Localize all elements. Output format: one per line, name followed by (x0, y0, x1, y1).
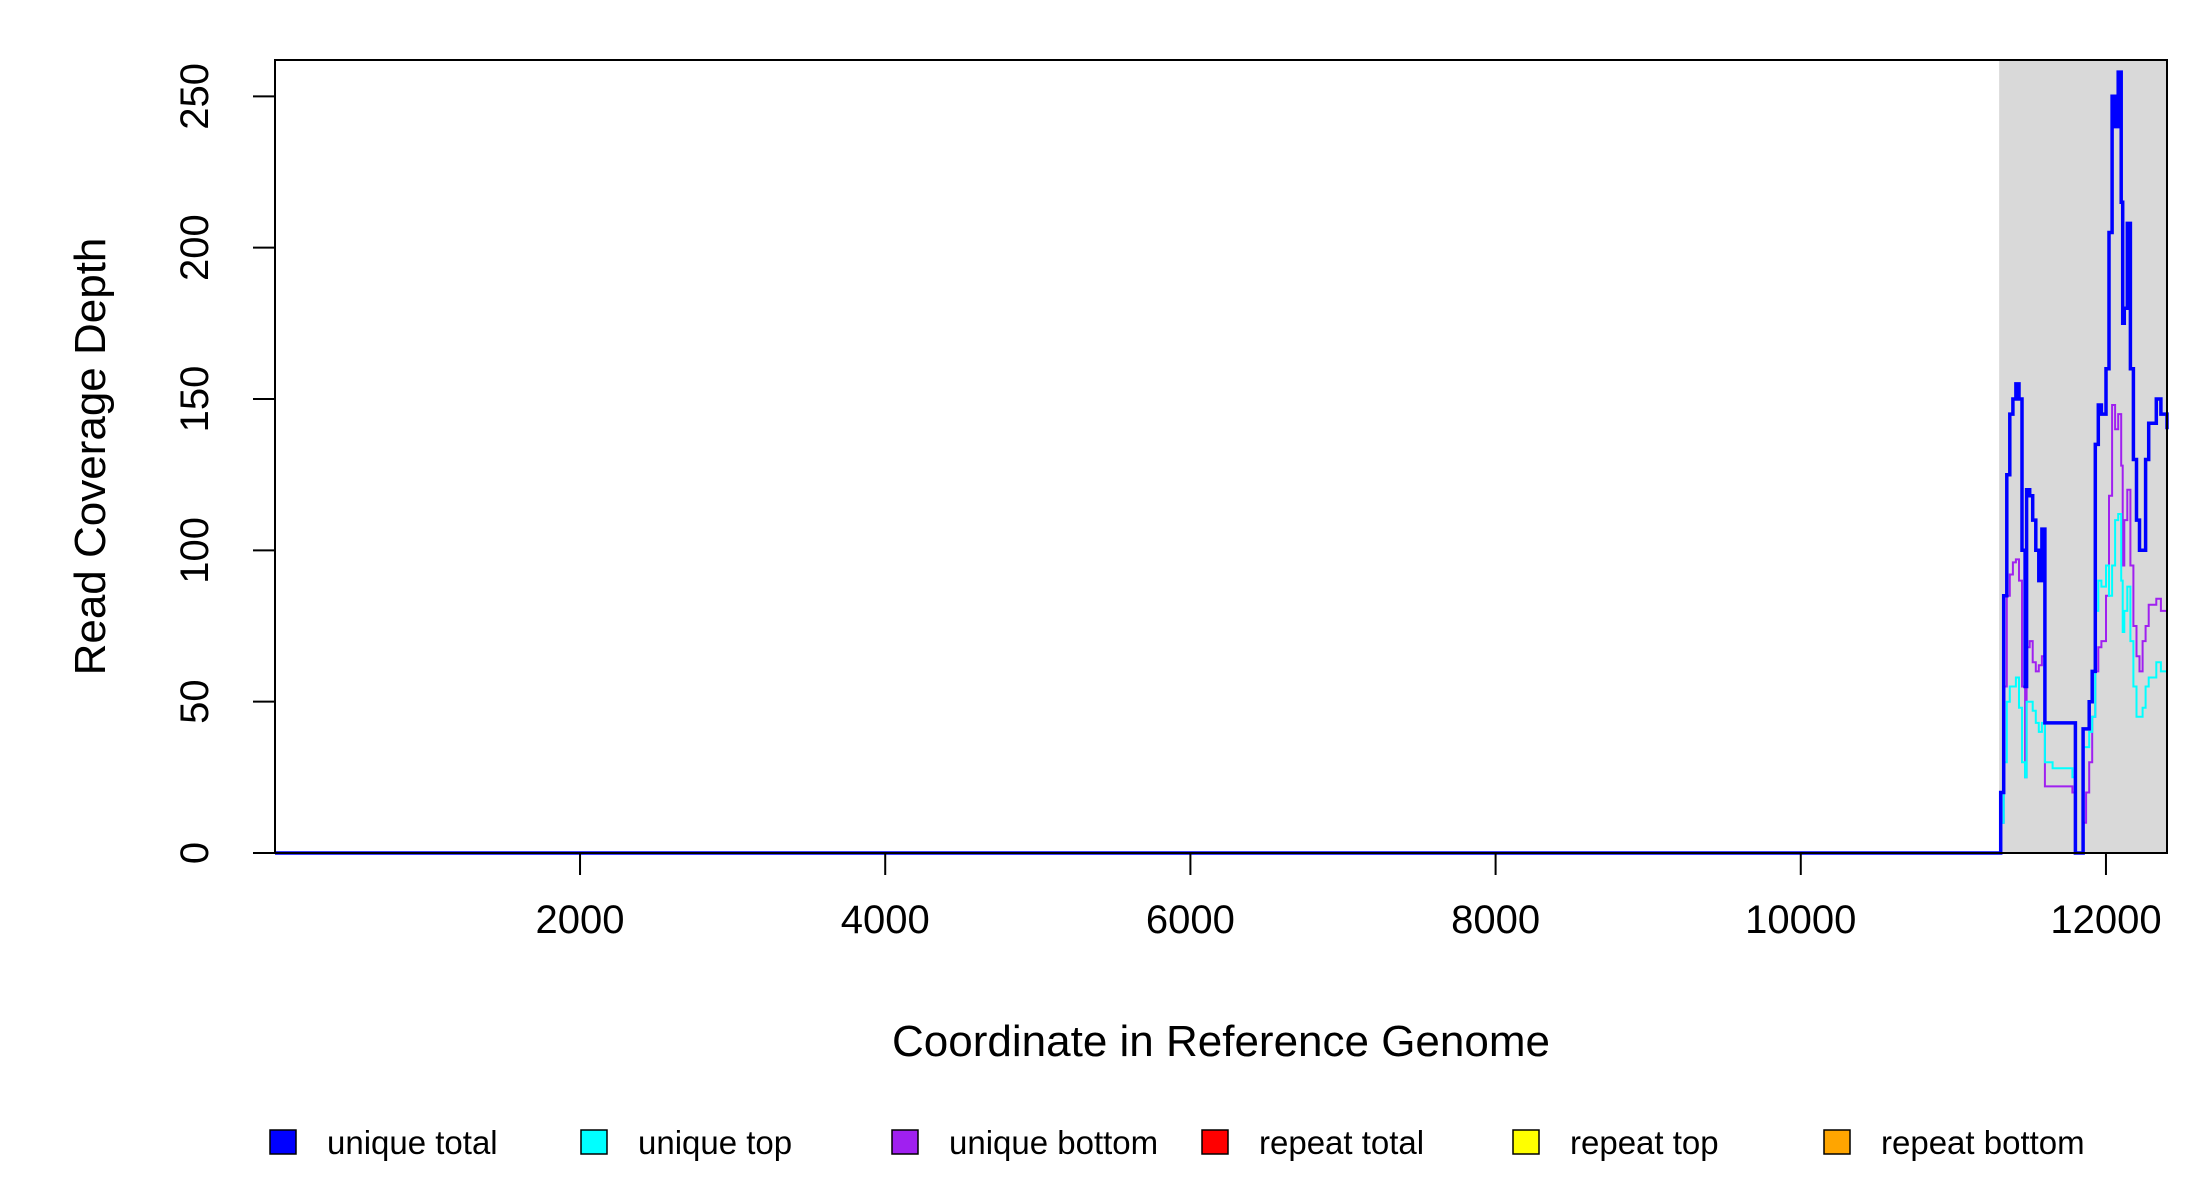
legend-label-unique-bottom: unique bottom (949, 1124, 1158, 1161)
legend-label-repeat-total: repeat total (1259, 1124, 1424, 1161)
axes: 2000 4000 6000 8000 10000 12000 0 50 100 150 200 25… (173, 59, 2168, 942)
legend-label-unique-top: unique top (638, 1124, 792, 1161)
plot-area (275, 60, 2169, 855)
plot-frame (274, 59, 2168, 854)
legend-label-unique-total: unique total (327, 1124, 498, 1161)
legend-swatch-unique-total (269, 1129, 297, 1155)
y-tick-label: 150 (173, 366, 217, 433)
x-tick-label: 8000 (1451, 898, 1540, 942)
x-tick-label: 6000 (1146, 898, 1235, 942)
legend-label-repeat-top: repeat top (1570, 1124, 1719, 1161)
legend: unique total unique top unique bottom repea… (269, 1124, 2085, 1161)
x-tick-label: 12000 (2050, 898, 2161, 942)
series-line-unique-total (275, 70, 2169, 855)
y-tick-label: 100 (173, 517, 217, 584)
series-line-unique-top (275, 513, 2167, 854)
legend-swatch-repeat-total (1201, 1129, 1229, 1155)
legend-swatch-repeat-bottom (1823, 1129, 1851, 1155)
y-tick-label: 0 (173, 842, 217, 864)
legend-swatch-unique-bottom (891, 1129, 919, 1155)
legend-swatch-unique-top (580, 1129, 608, 1155)
series-line-unique-bottom (275, 404, 2168, 854)
x-tick-label: 4000 (841, 898, 930, 942)
x-axis-title: Coordinate in Reference Genome (892, 1017, 1550, 1066)
legend-swatch-repeat-top (1512, 1129, 1540, 1155)
y-tick-label: 250 (173, 63, 217, 130)
y-axis-title: Read Coverage Depth (66, 238, 115, 676)
y-tick-label: 50 (173, 679, 217, 724)
legend-label-repeat-bottom: repeat bottom (1881, 1124, 2085, 1161)
x-tick-label: 2000 (536, 898, 625, 942)
x-tick-label: 10000 (1745, 898, 1856, 942)
y-tick-label: 200 (173, 214, 217, 281)
